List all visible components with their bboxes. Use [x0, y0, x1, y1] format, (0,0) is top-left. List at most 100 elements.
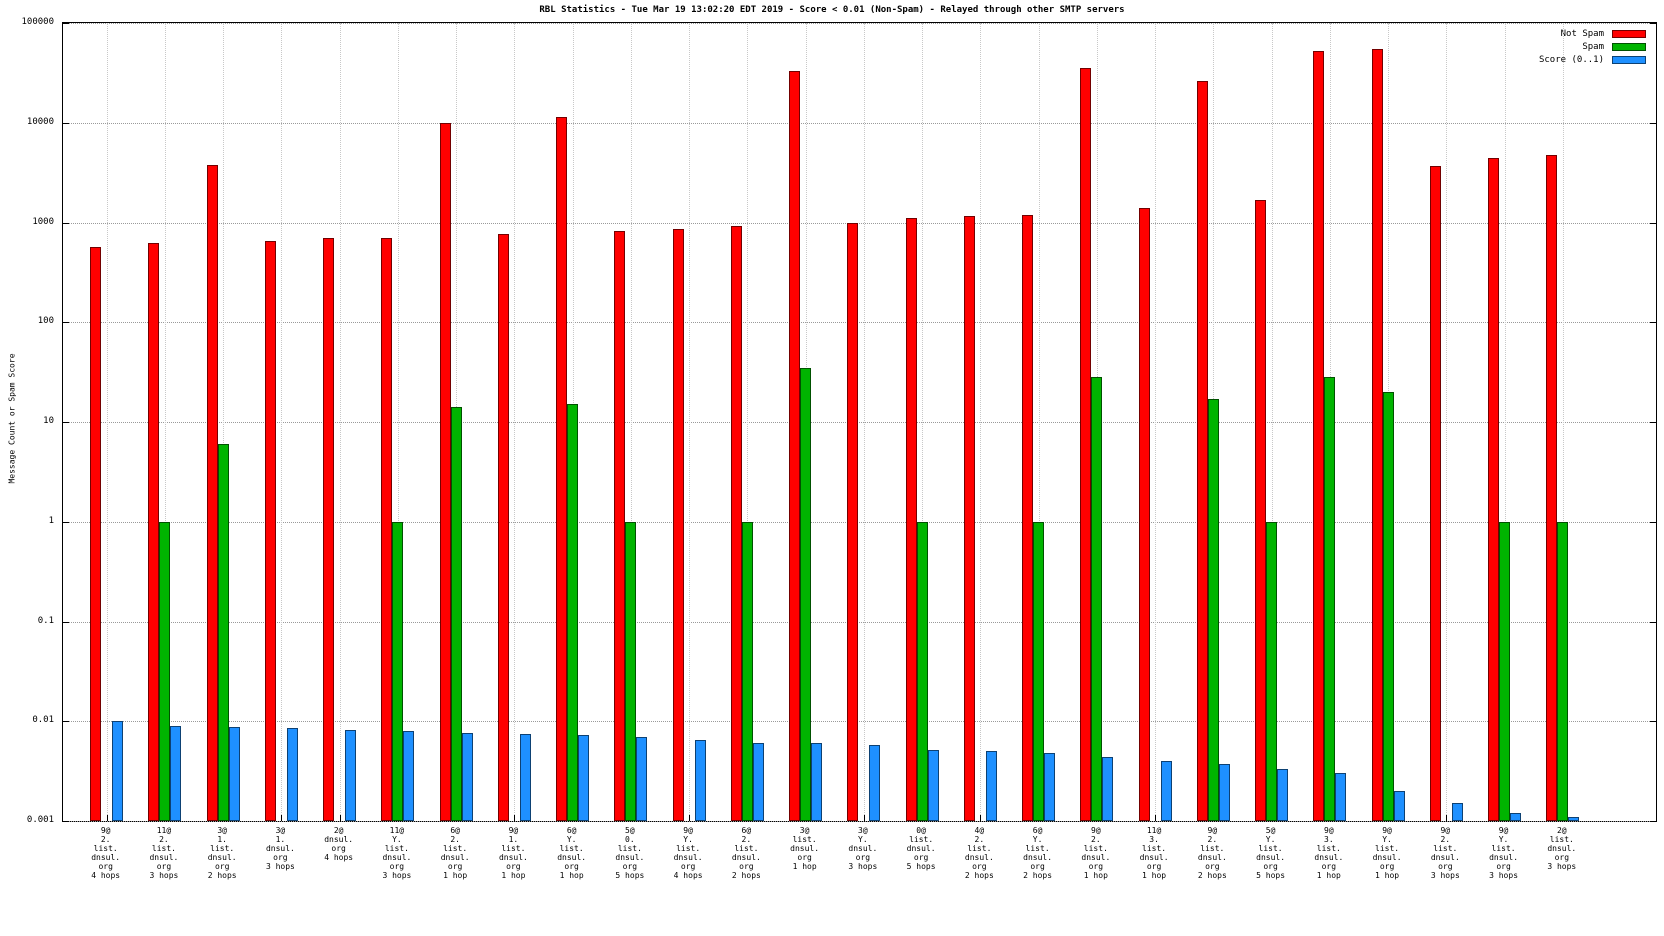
x-tick-label: 9@ 1. list. dnsul. org 1 hop: [498, 826, 528, 880]
bar-spam: [1266, 521, 1278, 821]
bar-spam: [392, 521, 404, 821]
x-tick-label: 9@ Y. list. dnsul. org 1 hop: [1372, 826, 1402, 880]
bar-not-spam: [90, 246, 102, 821]
x-gridline: [281, 23, 283, 821]
bar-not-spam: [148, 243, 160, 821]
x-gridline: [164, 23, 166, 821]
bar-not-spam: [264, 241, 276, 821]
bar-score-0-1-: [1218, 764, 1230, 821]
bar-spam: [159, 521, 171, 821]
x-gridline: [630, 23, 632, 821]
x-tick-mark: [339, 815, 341, 821]
x-gridline: [106, 23, 108, 821]
y-tick-label: 100: [37, 316, 54, 327]
bar-spam: [625, 521, 637, 821]
y-gridline: [63, 621, 1656, 623]
bar-spam: [567, 404, 579, 821]
y-gridline: [63, 521, 1656, 523]
bar-score-0-1-: [403, 730, 415, 821]
bar-score-0-1-: [1102, 756, 1114, 821]
y-tick-mark: [1650, 821, 1656, 822]
x-tick-label: 11@ 3. list. dnsul. org 1 hop: [1139, 826, 1169, 880]
legend-row: Spam: [1539, 40, 1646, 53]
x-gridline: [397, 23, 399, 821]
x-tick-label: 3@ list. dnsul. org 1 hop: [790, 826, 820, 871]
x-gridline: [689, 23, 691, 821]
bar-not-spam: [1080, 68, 1092, 821]
bar-not-spam: [730, 226, 742, 821]
x-tick-label: 9@ Y. list. dnsul. org 4 hops: [673, 826, 703, 880]
y-tick-label: 10: [43, 416, 54, 426]
x-gridline: [747, 23, 749, 821]
bar-not-spam: [556, 116, 568, 821]
bar-score-0-1-: [170, 725, 182, 821]
chart-title: RBL Statistics - Tue Mar 19 13:02:20 EDT…: [539, 5, 1125, 15]
x-tick-label: 5@ Y. list. dnsul. org 5 hops: [1256, 826, 1286, 880]
legend-label: Spam: [1582, 41, 1604, 52]
bar-spam: [800, 367, 812, 821]
x-gridline: [514, 23, 516, 821]
legend: Not Spam Spam Score (0..1): [1539, 27, 1646, 66]
y-tick-mark: [1650, 23, 1656, 24]
y-tick-mark: [1650, 521, 1656, 523]
bar-score-0-1-: [636, 736, 648, 821]
x-axis-labels: 9@ 2. list. dnsul. org 4 hops 11@ 2. list…: [62, 826, 1655, 931]
legend-swatch: [1612, 29, 1646, 38]
x-tick-label: 5@ 0. list. dnsul. org 5 hops: [615, 826, 645, 880]
bar-not-spam: [1313, 51, 1325, 821]
bar-spam: [450, 407, 462, 821]
bar-score-0-1-: [578, 735, 590, 821]
bar-not-spam: [323, 237, 335, 821]
x-tick-label: 9@ Y. list. dnsul. org 3 hops: [1489, 826, 1519, 880]
bar-spam: [1324, 377, 1336, 821]
x-tick-label: 6@ Y. list. dnsul. org 1 hop: [557, 826, 587, 880]
bar-score-0-1-: [519, 733, 531, 821]
x-gridline: [1271, 23, 1273, 821]
plot-area: Not Spam Spam Score (0..1): [62, 22, 1657, 822]
legend-swatch: [1612, 42, 1646, 51]
y-tick-mark: [63, 222, 69, 224]
y-tick-mark: [63, 521, 69, 523]
bar-not-spam: [847, 223, 859, 821]
bar-score-0-1-: [1044, 753, 1056, 821]
y-axis-labels: 0.001 0.01 0.1 1 10 100 1000 10000 100000: [0, 17, 58, 825]
bar-not-spam: [1138, 207, 1150, 821]
bar-not-spam: [1429, 165, 1441, 821]
x-gridline: [980, 23, 982, 821]
bar-spam: [916, 521, 928, 821]
y-gridline: [63, 222, 1656, 224]
x-tick-mark: [689, 815, 691, 821]
y-tick-mark: [1650, 122, 1656, 124]
x-gridline: [922, 23, 924, 821]
y-tick-mark: [63, 122, 69, 124]
y-tick-mark: [1650, 621, 1656, 623]
y-tick-label: 0.01: [32, 715, 54, 726]
y-gridline: [63, 721, 1656, 723]
bar-score-0-1-: [1568, 816, 1580, 821]
bar-not-spam: [1371, 48, 1383, 821]
x-tick-label: 9@ 2. list. dnsul. org 3 hops: [1430, 826, 1460, 880]
bar-not-spam: [497, 234, 509, 821]
bar-not-spam: [614, 231, 626, 821]
bar-spam: [1207, 399, 1219, 821]
x-tick-label: 3@ 1. list. dnsul. org 2 hops: [207, 826, 237, 880]
y-tick-mark: [63, 322, 69, 324]
bar-not-spam: [439, 122, 451, 821]
bar-score-0-1-: [752, 743, 764, 821]
x-tick-mark: [281, 815, 283, 821]
bar-score-0-1-: [228, 726, 240, 821]
x-gridline: [1155, 23, 1157, 821]
y-gridline: [63, 122, 1656, 124]
x-gridline: [1504, 23, 1506, 821]
y-tick-mark: [1650, 222, 1656, 224]
bar-score-0-1-: [811, 743, 823, 821]
bar-not-spam: [905, 218, 917, 821]
y-tick-mark: [1650, 422, 1656, 423]
bar-score-0-1-: [985, 751, 997, 821]
x-tick-label: 6@ 2. list. dnsul. org 2 hops: [731, 826, 761, 880]
bar-not-spam: [1546, 155, 1558, 821]
x-gridline: [1038, 23, 1040, 821]
bar-spam: [1033, 521, 1045, 821]
y-tick-mark: [1650, 721, 1656, 723]
y-tick-label: 1: [48, 515, 54, 526]
